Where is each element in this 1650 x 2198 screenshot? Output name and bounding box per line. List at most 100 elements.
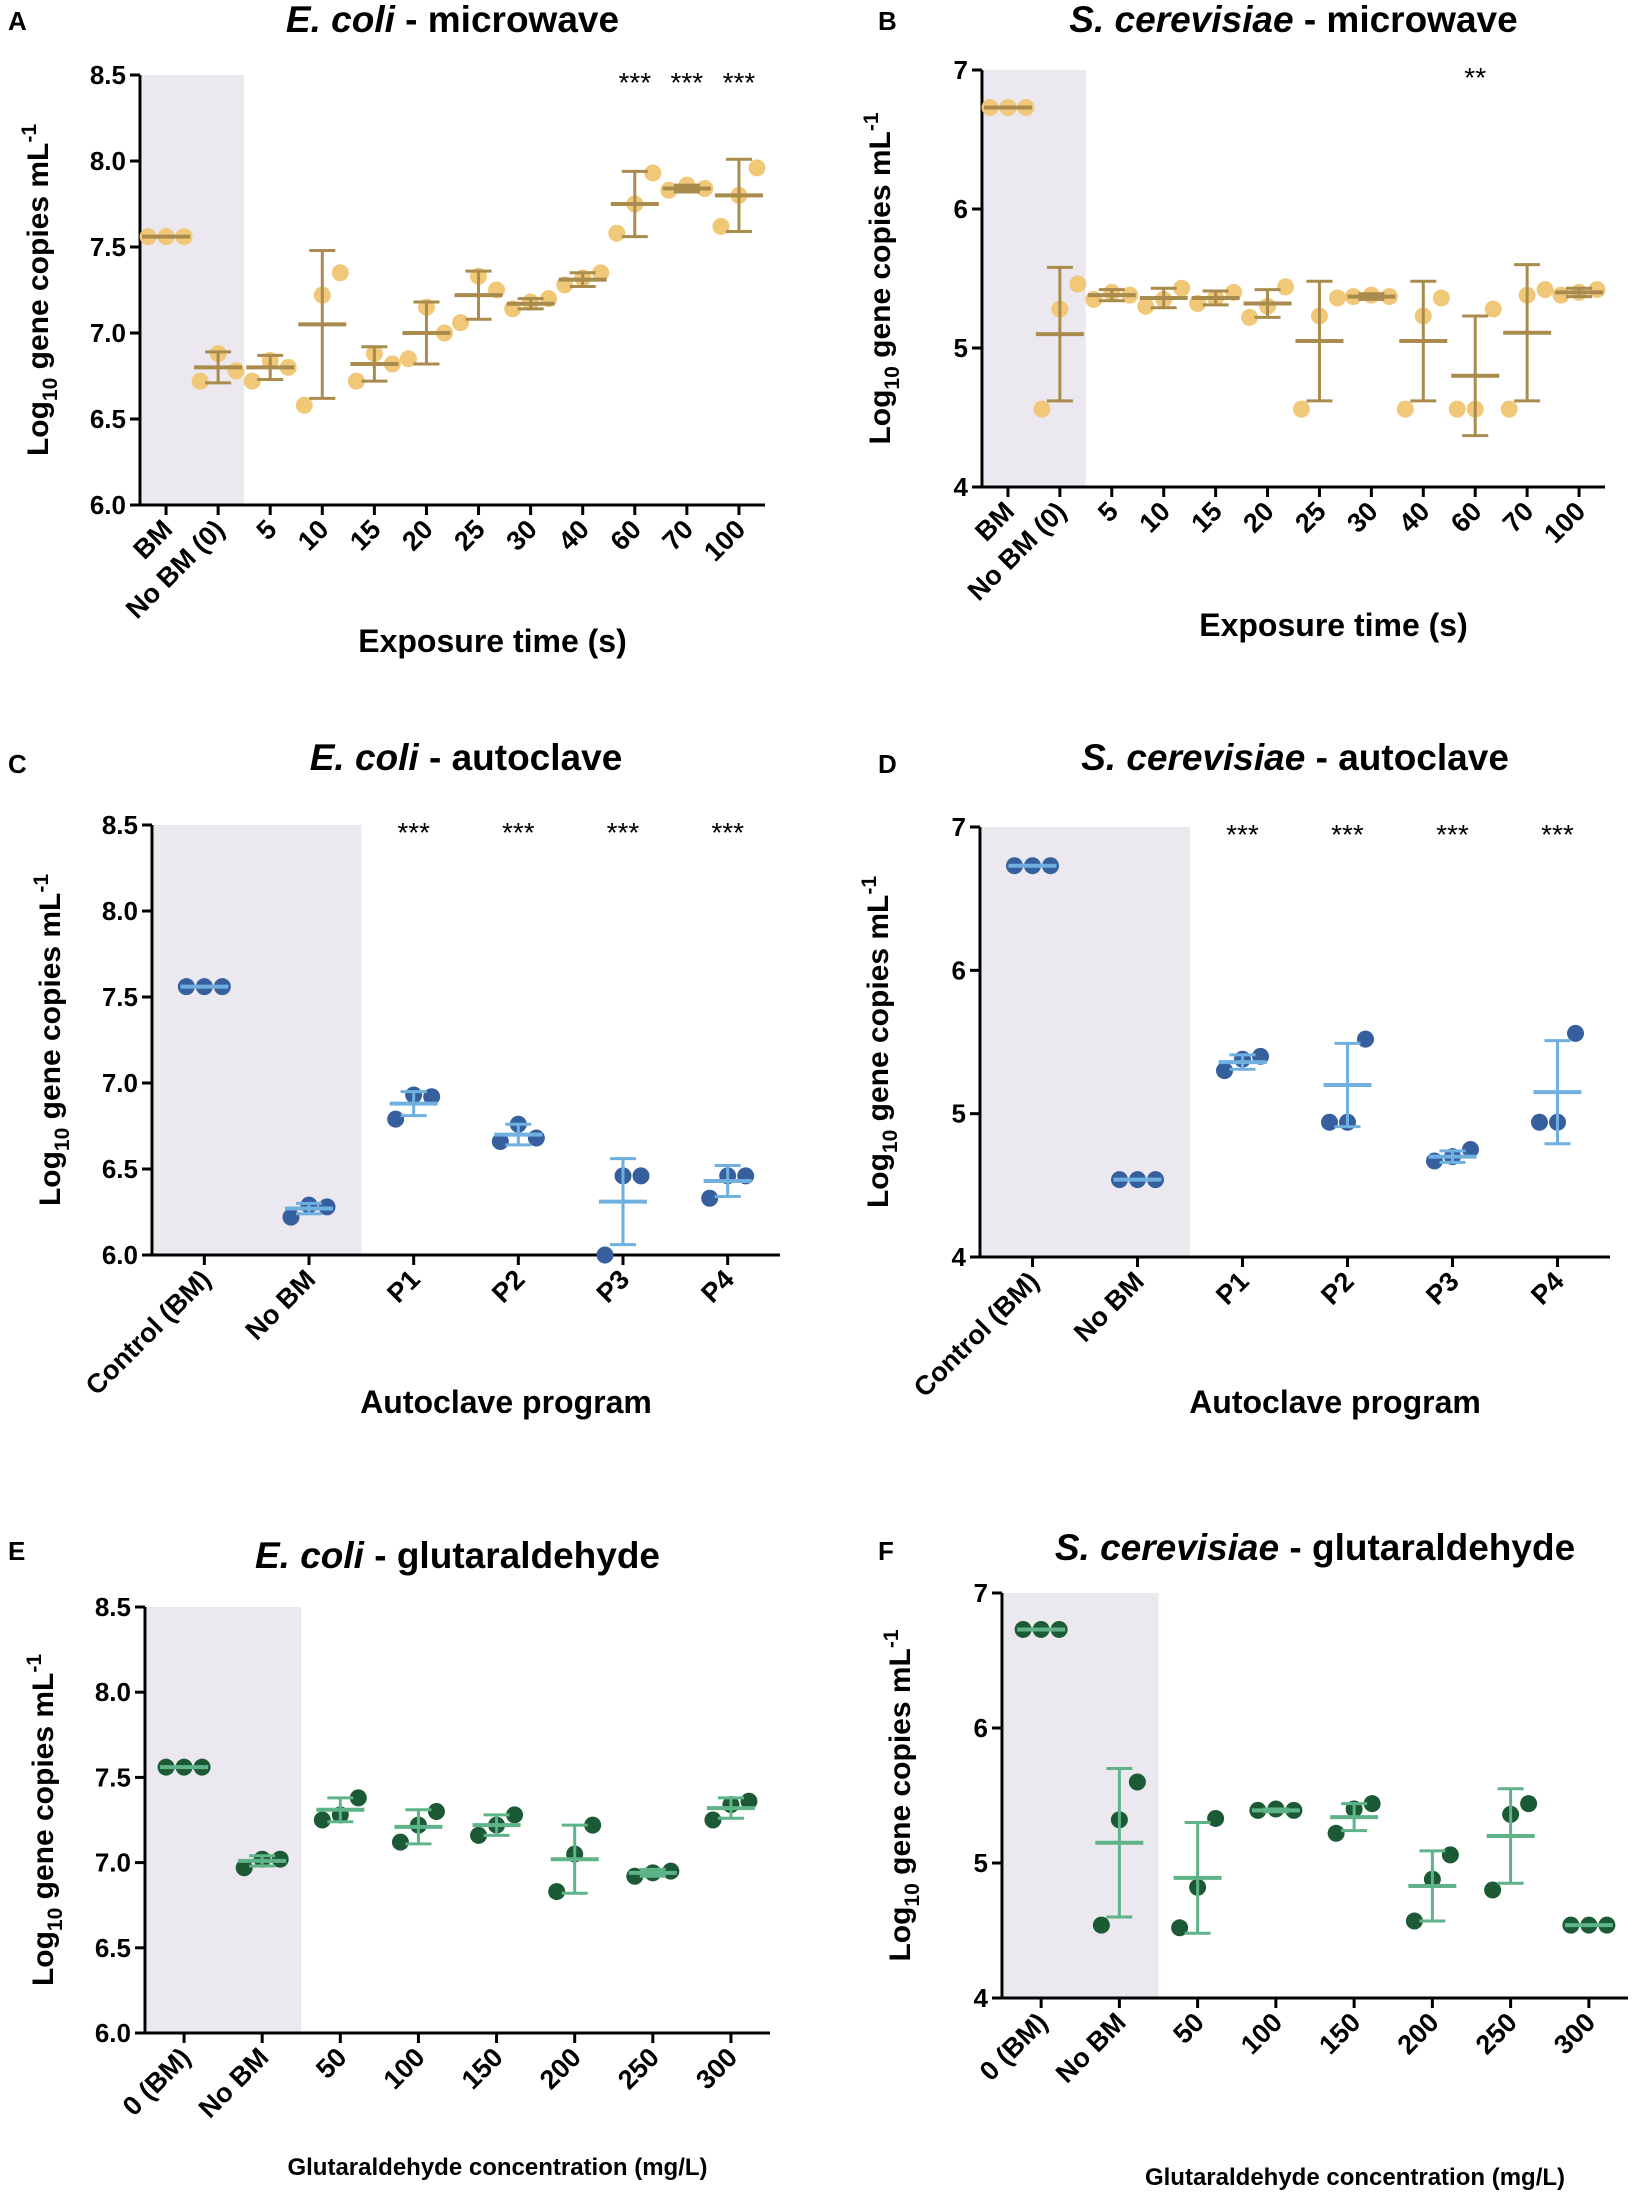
y-tick-label: 7 <box>952 812 966 842</box>
title-treatment: - glutaraldehyde <box>364 1535 660 1576</box>
y-tick-label: 8.5 <box>95 1592 131 1622</box>
y-axis-label: Log10 gene copies mL-1 <box>18 124 62 456</box>
x-axis-label: Glutaraldehyde concentration (mg/L) <box>1145 2164 1565 2191</box>
chart-title: S. cerevisiae - autoclave <box>1081 737 1509 778</box>
panel-f: F S. cerevisiae - glutaraldehyde4567Log10… <box>878 1527 1628 2191</box>
x-tick-label: 300 <box>690 2042 743 2095</box>
data-point <box>1128 1773 1146 1791</box>
x-tick-label: P3 <box>1420 1266 1465 1311</box>
data-point <box>1448 400 1466 418</box>
data-point <box>1441 1846 1459 1864</box>
x-tick-label: No BM (0) <box>962 496 1072 606</box>
y-axis-label: Log10 gene copies mL-1 <box>30 874 74 1206</box>
ylabel-log: Log <box>864 390 897 445</box>
y-tick-label: 7 <box>954 55 968 85</box>
significance-marker: *** <box>1331 819 1364 850</box>
x-tick-label: 50 <box>1167 2007 1209 2049</box>
x-tick-label: 100 <box>1538 496 1591 549</box>
ylabel-sub: 10 <box>39 378 62 401</box>
ylabel-sup: -1 <box>23 1654 46 1673</box>
y-tick-label: 6.5 <box>102 1154 138 1184</box>
data-point <box>701 1189 719 1207</box>
x-tick-label: No BM <box>1050 2007 1132 2089</box>
data-point <box>1069 275 1087 293</box>
y-tick-label: 8.5 <box>102 810 138 840</box>
y-tick-label: 6.0 <box>95 2018 131 2048</box>
y-axis-label: Log10 gene copies mL-1 <box>23 1654 67 1986</box>
x-tick-label: 70 <box>657 514 699 556</box>
title-organism: S. cerevisiae <box>1069 0 1293 40</box>
x-axis-label: Autoclave program <box>360 1384 652 1420</box>
control-shading <box>1004 1593 1159 1998</box>
y-tick-label: 8.0 <box>95 1677 131 1707</box>
x-tick-label: 100 <box>378 2042 431 2095</box>
control-shading <box>154 825 362 1255</box>
data-point <box>592 264 610 282</box>
data-point <box>1137 297 1155 315</box>
x-tick-label: 250 <box>1470 2007 1523 2060</box>
y-tick-label: 6.5 <box>90 404 126 434</box>
y-tick-label: 5 <box>954 333 968 363</box>
y-axis-label: Log10 gene copies mL-1 <box>860 112 904 444</box>
data-point <box>1241 308 1259 326</box>
control-shading <box>147 1607 302 2033</box>
data-point <box>423 1088 441 1106</box>
data-point <box>191 372 209 390</box>
significance-marker: *** <box>723 67 756 98</box>
ylabel-main: gene copies mL <box>22 143 55 378</box>
data-point <box>644 164 662 182</box>
y-tick-label: 6.5 <box>95 1933 131 1963</box>
x-tick-label: 10 <box>1133 496 1175 538</box>
data-point <box>1092 1916 1110 1934</box>
data-point <box>399 350 417 368</box>
title-organism: S. cerevisiae <box>1055 1527 1279 1568</box>
title-organism: E. coli <box>255 1535 365 1576</box>
significance-marker: *** <box>618 67 651 98</box>
ylabel-main: gene copies mL <box>864 131 897 366</box>
x-tick-label: 30 <box>1341 496 1383 538</box>
y-axis-label: Log10 gene copies mL-1 <box>880 1629 924 1961</box>
data-point <box>243 372 261 390</box>
ylabel-main: gene copies mL <box>27 1673 60 1908</box>
data-point <box>1484 300 1502 318</box>
x-tick-label: 200 <box>534 2042 587 2095</box>
data-point <box>596 1246 614 1264</box>
ylabel-sup: -1 <box>18 124 41 143</box>
x-tick-label: 200 <box>1392 2007 1445 2060</box>
x-tick-label: P4 <box>695 1264 740 1309</box>
y-tick-label: 6 <box>952 955 966 985</box>
y-axis-label: Log10 gene copies mL-1 <box>858 876 902 1208</box>
title-treatment: - microwave <box>1294 0 1518 40</box>
ylabel-log: Log <box>862 1153 895 1208</box>
x-tick-label: 25 <box>1289 496 1331 538</box>
title-treatment: - autoclave <box>419 737 623 778</box>
data-point <box>295 396 313 414</box>
data-point <box>235 1859 253 1877</box>
data-point <box>1396 400 1414 418</box>
x-tick-label: 150 <box>456 2042 509 2095</box>
data-point <box>452 314 470 332</box>
y-tick-label: 4 <box>954 472 969 502</box>
x-tick-label: 100 <box>698 514 751 567</box>
panel-label: B <box>878 6 897 36</box>
x-tick-label: 25 <box>448 514 490 556</box>
data-point <box>632 1167 650 1185</box>
x-tick-label: 30 <box>500 514 542 556</box>
x-tick-label: 60 <box>1445 496 1487 538</box>
x-tick-label: No BM <box>240 1264 322 1346</box>
y-tick-label: 6.0 <box>90 490 126 520</box>
x-tick-label: Control (BM) <box>908 1266 1045 1403</box>
y-tick-label: 6 <box>954 194 968 224</box>
ylabel-log: Log <box>27 1931 60 1986</box>
x-tick-label: P4 <box>1525 1266 1570 1311</box>
title-organism: S. cerevisiae <box>1081 737 1305 778</box>
significance-marker: ** <box>1464 62 1486 93</box>
data-point <box>506 1806 524 1824</box>
x-tick-label: No BM (0) <box>120 514 230 624</box>
chart-title: E. coli - autoclave <box>310 737 623 778</box>
x-tick-label: 10 <box>292 514 334 556</box>
x-tick-label: 60 <box>605 514 647 556</box>
y-tick-label: 4 <box>974 1983 989 2013</box>
data-point <box>1292 400 1310 418</box>
